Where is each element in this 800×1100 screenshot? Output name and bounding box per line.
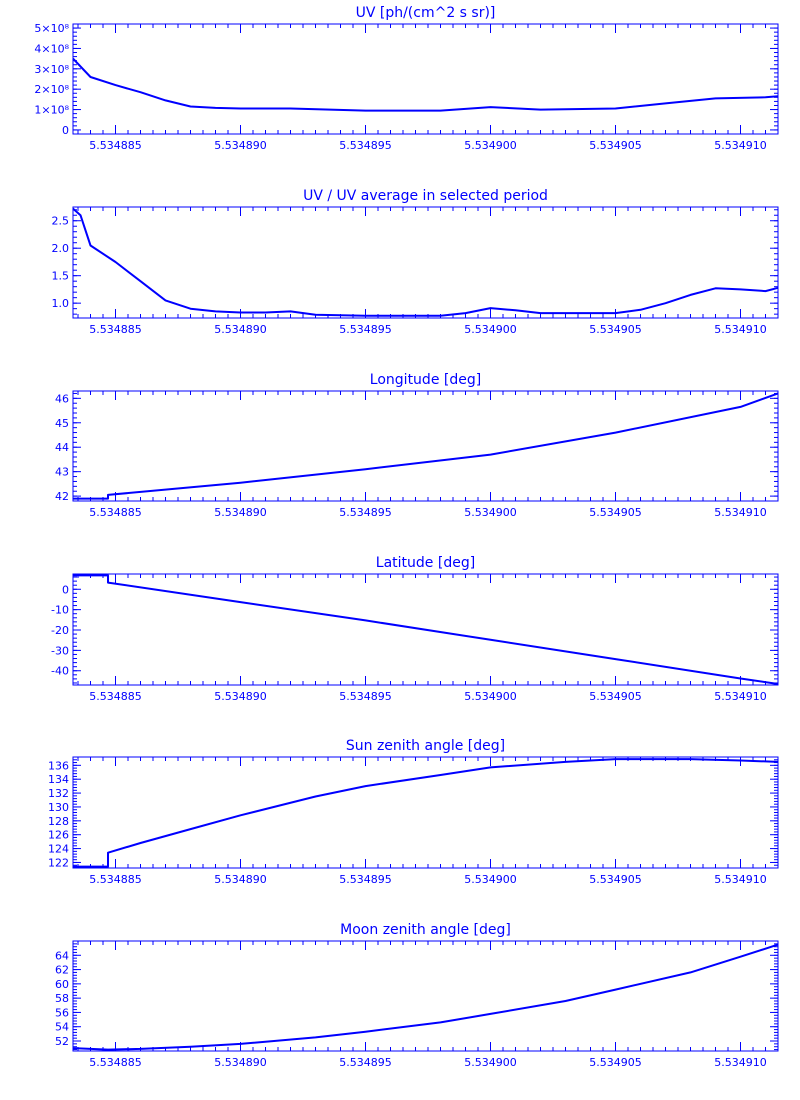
x-tick-label: 5.534910 [714,323,767,336]
y-tick-label: 2×10⁸ [34,83,69,96]
chart-panel-5: Sun zenith angle [deg] 5.534885 5.534890 5.… [48,738,779,886]
y-tick-label: 2.5 [52,215,70,228]
y-tick-label: 0 [62,583,69,596]
x-tick-label: 5.534895 [339,506,392,519]
x-tick-label: 5.534900 [464,139,517,152]
y-tick-label: 132 [48,787,69,800]
chart-title: Sun zenith angle [deg] [346,738,505,754]
y-tick-label: 58 [55,992,69,1005]
chart-panel-1: UV [ph/(cm^2 s sr)] 5.534885 5.534890 5.534… [34,5,779,152]
series-line [73,758,779,868]
plot-frame [72,23,779,135]
series-line [72,207,779,317]
x-tick-label: 5.534900 [464,506,517,519]
x-tick-label: 5.534890 [214,506,267,519]
y-tick-label: -30 [51,644,69,657]
x-tick-label: 5.534885 [89,690,142,703]
y-tick-label: 43 [55,466,69,479]
x-tick-label: 5.534890 [214,1056,267,1069]
x-tick-label: 5.534910 [714,1056,767,1069]
x-tick-label: 5.534910 [714,139,767,152]
y-tick-label: 64 [55,949,69,962]
x-tick-label: 5.534905 [589,873,642,886]
chart-title: UV [ph/(cm^2 s sr)] [356,5,496,21]
plot-frame [72,756,779,869]
chart-panel-2: UV / UV average in selected period 5.5348… [52,188,779,336]
x-tick-label: 5.534905 [589,506,642,519]
series-line [73,574,779,685]
x-tick-label: 5.534900 [464,323,517,336]
y-tick-label: 1.5 [52,270,70,283]
x-tick-label: 5.534895 [339,139,392,152]
y-tick-label: 136 [48,759,69,772]
y-tick-label: 62 [55,964,69,977]
y-tick-label: 128 [48,815,69,828]
x-tick-label: 5.534885 [89,506,142,519]
x-tick-label: 5.534895 [339,1056,392,1069]
x-tick-label: 5.534890 [214,873,267,886]
y-tick-label: 0 [62,124,69,137]
y-tick-label: -20 [51,624,69,637]
series-line [72,57,779,112]
x-tick-label: 5.534905 [589,323,642,336]
y-tick-label: 52 [55,1035,69,1048]
plot-frame [72,390,779,502]
x-tick-label: 5.534900 [464,1056,517,1069]
y-tick-label: 1×10⁸ [34,104,69,117]
plot-frame [72,940,779,1052]
plot-frame [72,206,779,319]
x-tick-label: 5.534900 [464,690,517,703]
chart-title: Longitude [deg] [370,372,481,388]
x-tick-label: 5.534910 [714,506,767,519]
x-tick-label: 5.534890 [214,323,267,336]
y-tick-label: 126 [48,829,69,842]
y-tick-label: 130 [48,801,69,814]
y-tick-label: 1.0 [52,297,70,310]
y-tick-label: 4×10⁸ [34,42,69,55]
chart-panel-6: Moon zenith angle [deg] 5.534885 5.534890 5… [55,922,779,1069]
y-tick-label: 122 [48,856,69,869]
x-tick-label: 5.534885 [89,323,142,336]
x-tick-label: 5.534905 [589,1056,642,1069]
y-tick-label: 46 [55,392,69,405]
x-tick-label: 5.534905 [589,139,642,152]
x-tick-label: 5.534885 [89,1056,142,1069]
y-tick-label: 44 [55,441,69,454]
y-tick-label: 56 [55,1006,69,1019]
x-tick-label: 5.534890 [214,690,267,703]
y-tick-label: 5×10⁸ [34,22,69,35]
y-tick-label: 2.0 [52,242,70,255]
x-tick-label: 5.534900 [464,873,517,886]
x-tick-label: 5.534885 [89,139,142,152]
x-tick-label: 5.534895 [339,873,392,886]
y-tick-label: 42 [55,490,69,503]
x-tick-label: 5.534890 [214,139,267,152]
chart-title: Latitude [deg] [376,555,475,571]
chart-title: UV / UV average in selected period [303,188,548,204]
x-tick-label: 5.534910 [714,690,767,703]
x-tick-label: 5.534905 [589,690,642,703]
x-tick-label: 5.534885 [89,873,142,886]
chart-title: Moon zenith angle [deg] [340,922,511,938]
y-tick-label: 60 [55,978,69,991]
y-tick-label: -10 [51,604,69,617]
y-tick-label: 3×10⁸ [34,63,69,76]
y-tick-label: 124 [48,843,69,856]
x-tick-label: 5.534910 [714,873,767,886]
chart-panel-3: Longitude [deg] 5.534885 5.534890 5.534895 5… [55,372,779,519]
x-tick-label: 5.534895 [339,323,392,336]
y-tick-label: 54 [55,1021,69,1034]
y-tick-label: -40 [51,665,69,678]
chart-panel-4: Latitude [deg] 5.534885 5.534890 5.534895 5.… [51,555,779,703]
plot-frame [72,573,779,686]
series-line [72,943,779,1051]
y-tick-label: 45 [55,417,69,430]
y-tick-label: 134 [48,773,69,786]
x-tick-label: 5.534895 [339,690,392,703]
series-line [73,392,779,500]
